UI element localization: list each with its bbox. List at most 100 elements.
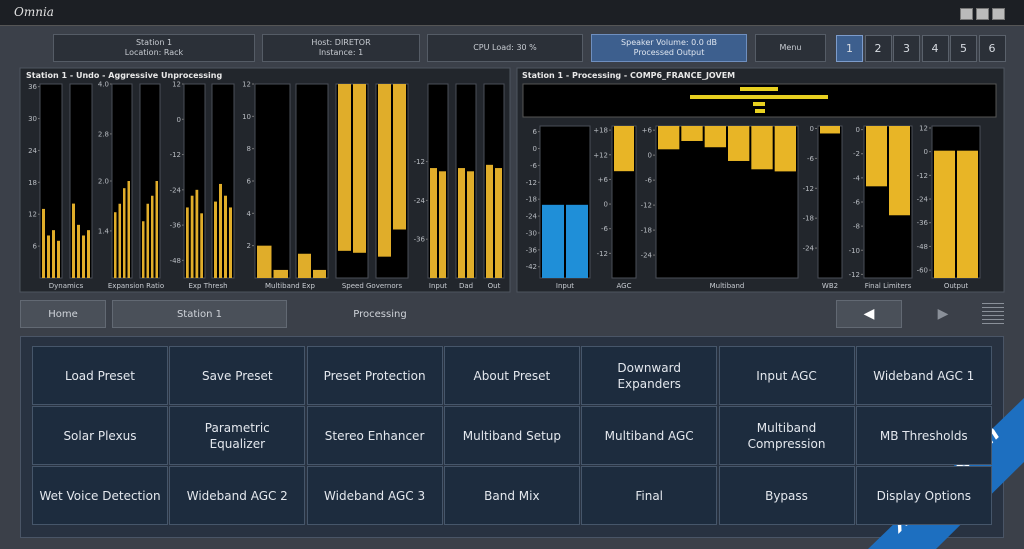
scale-label: 2	[247, 242, 251, 250]
function-button[interactable]: Final	[581, 466, 718, 525]
scale-label: -18	[641, 227, 652, 235]
function-button[interactable]: Multiband Compression	[718, 406, 855, 465]
scale-label: -6	[601, 225, 609, 233]
function-button[interactable]: Multiband AGC	[581, 406, 718, 465]
function-button[interactable]: Wideband AGC 3	[306, 466, 443, 525]
label-line: Menu	[779, 43, 802, 52]
function-button[interactable]: Solar Plexus	[32, 406, 168, 465]
label-line: Bypass	[765, 488, 808, 503]
meter-label: Out	[488, 282, 501, 290]
scale-label: 6	[33, 243, 38, 251]
label-line: Processed Output	[633, 48, 705, 57]
back-button[interactable]: ◀	[836, 300, 902, 328]
header-box[interactable]: Menu	[755, 34, 826, 62]
forward-button[interactable]: ▶	[937, 306, 949, 322]
meter-bar	[957, 150, 978, 278]
scale-label: 0	[924, 148, 928, 156]
function-button[interactable]: Save Preset	[169, 346, 306, 405]
scale-label: -24	[414, 197, 426, 205]
station-tab[interactable]: 1	[836, 35, 863, 62]
scale-label: -12	[414, 158, 425, 166]
header-box: Host: DIRETOR Instance: 1	[262, 34, 420, 62]
close-button[interactable]	[992, 8, 1005, 20]
function-button[interactable]: Stereo Enhancer	[306, 406, 443, 465]
station-tab[interactable]: 2	[864, 35, 892, 62]
scale-label: -24	[641, 252, 653, 260]
meter-bar	[889, 126, 910, 216]
meter-column	[69, 83, 93, 279]
scale-label: 12	[172, 81, 181, 89]
function-button[interactable]: Input AGC	[718, 346, 855, 405]
scale-label: 2.8	[98, 130, 109, 138]
label-line: MB Thresholds	[879, 428, 968, 443]
scale-label: 12	[242, 81, 251, 89]
function-button[interactable]: About Preset	[443, 346, 580, 405]
scale-label: 18	[28, 179, 37, 187]
phase-bar	[753, 102, 765, 106]
meter-bar	[467, 171, 474, 278]
label-line: Instance: 1	[318, 48, 364, 57]
scale-label: -6	[853, 199, 861, 207]
function-button[interactable]: Parametric Equalizer	[169, 406, 306, 465]
scale-label: 36	[28, 83, 37, 91]
meter-column	[183, 83, 206, 279]
label-line: Wideband AGC 2	[186, 488, 288, 503]
function-button[interactable]: MB Thresholds	[855, 406, 992, 465]
scale-label: 4	[247, 210, 252, 218]
scale-label: -36	[526, 246, 538, 254]
function-button[interactable]: Display Options	[855, 466, 992, 525]
function-button[interactable]: Downward Expanders	[581, 346, 718, 405]
label-line: Multiband	[756, 420, 817, 435]
station-button[interactable]: Station 1	[112, 300, 287, 328]
label-line: Preset Protection	[323, 368, 426, 383]
scale-label: 0	[533, 145, 537, 153]
meter-bar	[751, 126, 773, 170]
function-button[interactable]: Wideband AGC 1	[855, 346, 992, 405]
scale-label: -18	[526, 196, 537, 204]
meter-label: Dynamics	[49, 282, 84, 290]
label-line: Station 1	[135, 38, 173, 47]
function-button[interactable]: Bypass	[718, 466, 855, 525]
meter-bar	[566, 204, 588, 278]
station-tab[interactable]: 4	[921, 35, 949, 62]
label-line: Location: Rack	[124, 48, 184, 57]
scale-label: 0	[648, 152, 652, 160]
maximize-button[interactable]	[976, 8, 989, 20]
function-button[interactable]: Wideband AGC 2	[169, 466, 306, 525]
scale-label: -12	[917, 172, 928, 180]
meter-bar	[195, 189, 199, 278]
phase-bar	[690, 95, 828, 99]
home-button[interactable]: Home	[20, 300, 106, 328]
meter-bar	[229, 207, 232, 278]
panel-title: Station 1 - Undo - Aggressive Unprocessi…	[26, 71, 222, 80]
minimize-button[interactable]	[960, 8, 973, 20]
station-tab[interactable]: 3	[893, 35, 920, 62]
label-line: Final	[635, 488, 664, 503]
scale-label: -12	[641, 202, 652, 210]
meter-bar	[658, 126, 680, 150]
header-box[interactable]: Speaker Volume: 0.0 dB Processed Output	[591, 34, 747, 62]
menu-lines[interactable]	[982, 303, 1004, 325]
function-button[interactable]: Wet Voice Detection	[32, 466, 168, 525]
meter-column	[295, 83, 329, 279]
label-line: Wet Voice Detection	[39, 488, 161, 503]
label-line: Load Preset	[64, 368, 136, 383]
function-button[interactable]: Load Preset	[32, 346, 168, 405]
meter-bar	[186, 207, 189, 278]
function-button[interactable]: Band Mix	[443, 466, 580, 525]
station-tab[interactable]: 6	[978, 35, 1006, 62]
scale-label: -6	[807, 155, 815, 163]
station-tab[interactable]: 5	[950, 35, 977, 62]
title-bar: Omnia	[0, 0, 1024, 26]
scale-label: -12	[526, 179, 537, 187]
function-button[interactable]: Multiband Setup	[443, 406, 580, 465]
scale-label: -12	[803, 185, 814, 193]
meter-bar	[114, 212, 117, 278]
label-line: Band Mix	[484, 488, 540, 503]
label-line: Compression	[747, 436, 826, 451]
phase-bar	[740, 87, 778, 91]
function-button[interactable]: Preset Protection	[306, 346, 443, 405]
scale-label: -36	[917, 219, 929, 227]
scale-label: -24	[526, 213, 538, 221]
